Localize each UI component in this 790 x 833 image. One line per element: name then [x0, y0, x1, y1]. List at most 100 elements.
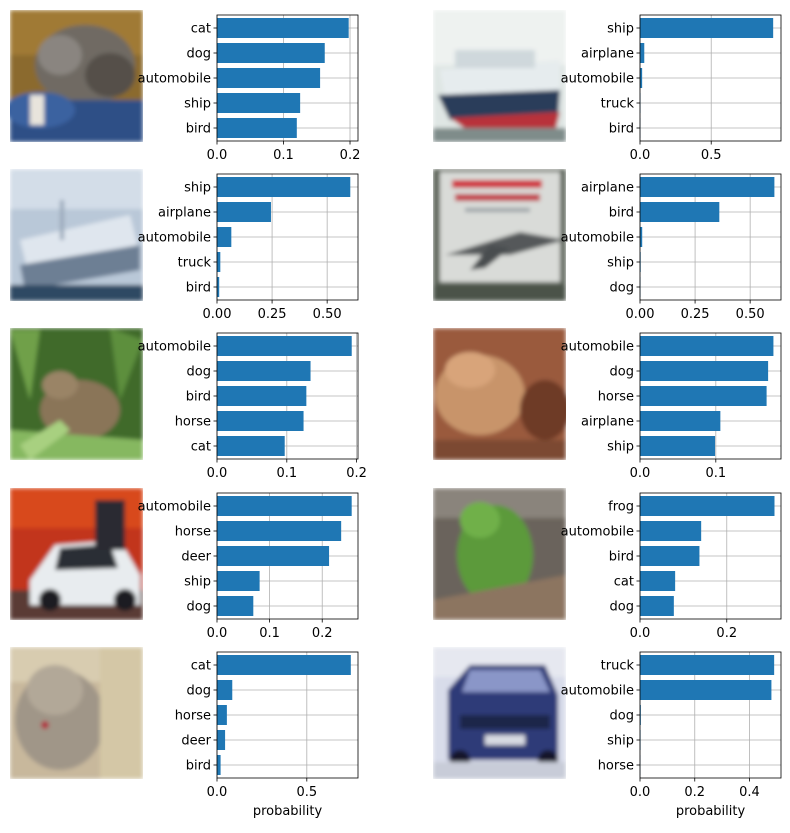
bar-dog — [217, 680, 233, 700]
x-tick-label: 0.0 — [630, 785, 651, 800]
y-tick-label: bird — [186, 390, 211, 405]
x-tick-label: 0.0 — [207, 466, 228, 481]
bar-frog — [640, 496, 775, 516]
x-axis-label: probability — [676, 804, 746, 819]
bar-ship — [640, 18, 774, 38]
y-tick-label: bird — [186, 122, 211, 137]
bar-dog — [217, 596, 254, 616]
x-tick-label: 0.5 — [296, 785, 317, 800]
bar-bird — [217, 118, 297, 138]
y-tick-label: dog — [610, 600, 634, 615]
bar-airplane — [640, 43, 645, 63]
boat-photo — [10, 169, 143, 301]
y-tick-label: airplane — [158, 206, 211, 221]
x-tick-label: 0.0 — [630, 466, 651, 481]
bar-bird — [640, 202, 720, 222]
y-tick-label: cat — [614, 575, 634, 590]
frog-photo — [10, 328, 143, 460]
y-tick-label: dog — [187, 365, 211, 380]
y-tick-label: dog — [610, 709, 634, 724]
y-tick-label: automobile — [138, 72, 211, 87]
bar-automobile — [217, 336, 352, 356]
bar-deer — [217, 546, 330, 566]
bar-truck — [217, 252, 221, 272]
bar-bird — [217, 755, 221, 775]
y-tick-label: ship — [607, 22, 634, 37]
y-tick-label: ship — [184, 97, 211, 112]
bar-dog — [217, 361, 311, 381]
x-tick-label: 0.50 — [313, 307, 342, 322]
x-tick-label: 0.0 — [207, 148, 228, 163]
bar-cat — [640, 571, 676, 591]
treefrog-photo — [433, 488, 566, 620]
y-tick-label: truck — [601, 659, 635, 674]
y-tick-label: automobile — [561, 231, 634, 246]
bar-automobile — [640, 521, 702, 541]
prob-chart-1: ship airplane automobile truck bird 0.0 0.5 — [561, 14, 782, 163]
prob-chart-6: automobile horse deer ship dog 0.0 0.1 0.2 — [138, 492, 359, 641]
prob-chart-2: ship airplane automobile truck bird 0.00 0.25 0… — [138, 173, 359, 322]
x-axis-label: probability — [253, 804, 323, 819]
charts-layer: cat dog automobile ship bird 0.0 0.1 0.2 ship air… — [138, 14, 782, 819]
y-tick-label: bird — [186, 281, 211, 296]
y-tick-label: airplane — [581, 47, 634, 62]
bar-airplane — [640, 177, 775, 197]
y-tick-label: horse — [175, 525, 211, 540]
prob-chart-3: airplane bird automobile ship dog 0.00 0.25 0.5… — [561, 173, 782, 322]
y-tick-label: bird — [609, 206, 634, 221]
y-tick-label: automobile — [561, 72, 634, 87]
x-tick-label: 0.50 — [736, 307, 765, 322]
bar-dog — [640, 596, 674, 616]
y-tick-label: deer — [181, 734, 211, 749]
bar-ship — [640, 436, 716, 456]
x-tick-label: 0.2 — [312, 626, 333, 641]
y-tick-label: ship — [607, 734, 634, 749]
y-tick-label: automobile — [561, 684, 634, 699]
y-tick-label: dog — [610, 365, 634, 380]
bar-horse — [217, 521, 342, 541]
y-tick-label: deer — [181, 550, 211, 565]
y-tick-label: automobile — [138, 340, 211, 355]
bar-cat — [217, 18, 349, 38]
bar-airplane — [640, 411, 721, 431]
bar-horse — [217, 411, 304, 431]
y-tick-label: ship — [184, 575, 211, 590]
bar-cat — [217, 655, 351, 675]
y-tick-label: horse — [175, 709, 211, 724]
x-tick-label: 0.1 — [273, 148, 294, 163]
y-tick-label: dog — [187, 684, 211, 699]
bar-automobile — [640, 336, 774, 356]
bar-automobile — [217, 68, 321, 88]
y-tick-label: ship — [607, 440, 634, 455]
y-tick-label: bird — [186, 759, 211, 774]
bar-horse — [217, 705, 227, 725]
y-tick-label: frog — [608, 500, 634, 515]
car-photo — [10, 488, 143, 620]
x-tick-label: 0.5 — [701, 148, 722, 163]
x-tick-label: 0.2 — [684, 785, 705, 800]
y-tick-label: cat — [191, 440, 211, 455]
x-tick-label: 0.2 — [346, 466, 367, 481]
bar-automobile — [640, 680, 772, 700]
y-tick-label: ship — [184, 181, 211, 196]
bar-automobile — [217, 496, 352, 516]
bar-ship — [217, 571, 260, 591]
x-tick-label: 0.00 — [626, 307, 655, 322]
y-tick-label: automobile — [138, 500, 211, 515]
y-tick-label: truck — [178, 256, 212, 271]
x-tick-label: 0.25 — [681, 307, 710, 322]
prob-chart-7: frog automobile bird cat dog 0.0 0.2 — [561, 492, 782, 641]
x-tick-label: 0.4 — [739, 785, 760, 800]
y-tick-label: dog — [187, 600, 211, 615]
bar-deer — [217, 730, 226, 750]
bar-automobile — [640, 227, 643, 247]
x-tick-label: 0.1 — [276, 466, 297, 481]
bar-bird — [640, 546, 700, 566]
bar-ship — [217, 93, 301, 113]
airplane-photo — [433, 169, 566, 301]
bar-dog — [640, 361, 769, 381]
bar-horse — [640, 386, 767, 406]
bar-ship — [217, 177, 351, 197]
x-tick-label: 0.0 — [630, 626, 651, 641]
prob-chart-9: truck automobile dog ship horse 0.0 0.2 0.4 prob… — [561, 651, 782, 819]
